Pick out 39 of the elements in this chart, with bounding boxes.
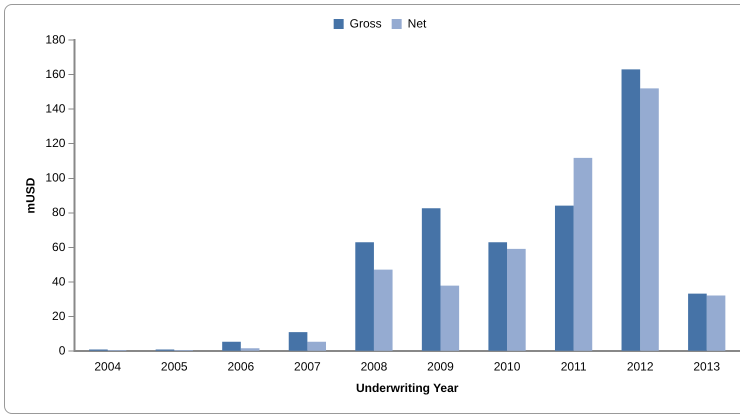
x-tick-label: 2010 — [494, 360, 521, 374]
bar — [507, 248, 526, 351]
x-tick-label: 2013 — [693, 360, 720, 374]
y-tick-label: 140 — [45, 101, 66, 116]
bar — [374, 270, 393, 351]
bar — [307, 342, 326, 351]
y-tick-label: 180 — [45, 32, 66, 46]
x-tick-label: 2011 — [560, 360, 587, 374]
legend-label: Gross — [350, 16, 382, 30]
x-axis-title: Underwriting Year — [356, 381, 459, 396]
bar — [355, 242, 374, 351]
bar — [222, 342, 241, 351]
x-tick-label: 2006 — [227, 360, 254, 374]
bar — [706, 296, 726, 351]
y-tick-label: 120 — [45, 136, 66, 150]
y-tick-label: 80 — [52, 205, 66, 220]
x-tick-label: 2005 — [160, 360, 188, 374]
y-tick-label: 40 — [52, 274, 66, 288]
y-tick-label: 100 — [45, 170, 66, 185]
y-axis-title: mUSD — [24, 177, 38, 214]
bar — [488, 242, 508, 351]
x-tick-label: 2012 — [626, 360, 654, 374]
x-tick-label: 2007 — [294, 360, 322, 374]
y-tick-label: 0 — [58, 344, 66, 358]
y-tick-label: 160 — [45, 66, 66, 81]
bar — [688, 294, 707, 351]
legend-label: Net — [408, 16, 428, 30]
bar — [622, 69, 640, 351]
bar — [288, 332, 308, 351]
x-tick-label: 2008 — [360, 360, 388, 374]
x-tick-label: 2009 — [427, 360, 454, 374]
y-tick-label: 60 — [52, 240, 66, 254]
bar — [574, 158, 592, 351]
bar — [422, 208, 440, 351]
x-tick-label: 2004 — [94, 360, 122, 374]
bar — [440, 286, 460, 351]
bar — [640, 88, 659, 351]
y-tick-label: 20 — [52, 308, 66, 323]
bar — [554, 206, 574, 351]
